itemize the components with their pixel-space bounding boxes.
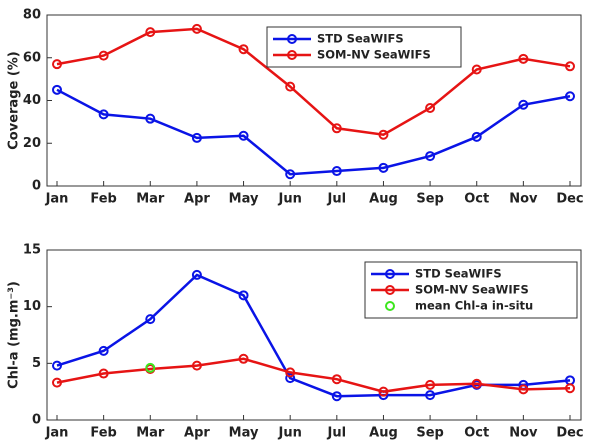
data-point xyxy=(425,151,436,162)
data-point xyxy=(98,368,109,379)
data-point xyxy=(191,132,202,143)
data-point xyxy=(191,23,202,34)
legend-marker xyxy=(385,269,395,279)
data-point xyxy=(238,353,249,364)
x-tick-label: Jul xyxy=(327,426,347,441)
data-point xyxy=(518,53,529,64)
data-point xyxy=(52,377,62,388)
data-point xyxy=(378,386,389,397)
x-tick-label: Sep xyxy=(416,192,444,207)
data-point xyxy=(98,50,109,61)
x-tick-label: Dec xyxy=(556,426,583,441)
data-point xyxy=(518,384,529,395)
x-tick-label: Jun xyxy=(278,426,302,441)
data-point xyxy=(285,81,296,92)
data-point xyxy=(145,113,156,124)
legend-label: SOM-NV SeaWIFS xyxy=(317,48,431,62)
y-tick-label: 0 xyxy=(32,413,41,428)
subplot: 0 20 40 60 80 Jan Feb Mar Apr May Jun Jul Aug Sep Oct N… xyxy=(7,8,584,207)
data-point xyxy=(378,162,389,173)
legend-marker xyxy=(287,50,297,60)
data-point xyxy=(331,374,342,385)
x-tick-label: Feb xyxy=(90,426,116,441)
plot-frame xyxy=(46,249,582,421)
data-point xyxy=(471,64,482,75)
data-point xyxy=(52,360,62,371)
y-tick-label: 40 xyxy=(23,93,41,108)
x-tick-label: Dec xyxy=(556,192,583,207)
subplot: 0 5 10 15 Jan Feb Mar Apr May Jun Jul Aug Sep Oct Nov D… xyxy=(7,243,584,441)
data-point xyxy=(331,391,342,402)
data-point xyxy=(191,360,202,371)
data-point xyxy=(191,269,202,280)
data-point xyxy=(285,373,296,384)
legend: STD SeaWIFS SOM-NV SeaWIFS mean Chl-a in-s… xyxy=(364,261,578,319)
x-tick-label: Oct xyxy=(464,426,489,441)
data-point xyxy=(52,59,62,70)
data-point xyxy=(331,123,342,134)
x-tick-label: Jan xyxy=(45,192,69,207)
data-point xyxy=(145,27,156,38)
data-point xyxy=(378,129,389,140)
x-tick-label: Jun xyxy=(278,192,302,207)
y-tick-label: 0 xyxy=(32,179,41,194)
legend-marker xyxy=(385,301,395,311)
x-tick-label: Mar xyxy=(136,426,165,441)
data-point xyxy=(145,362,156,373)
x-tick-label: Nov xyxy=(509,192,538,207)
data-point xyxy=(565,61,575,72)
data-point xyxy=(238,44,249,55)
data-point xyxy=(285,169,296,180)
legend-label: STD SeaWIFS xyxy=(415,267,502,281)
x-tick-label: May xyxy=(229,192,259,207)
data-point xyxy=(145,314,156,325)
data-point xyxy=(471,131,482,142)
x-tick-label: Feb xyxy=(90,192,116,207)
data-point xyxy=(285,367,296,378)
series-line xyxy=(56,357,571,393)
series-line xyxy=(56,88,571,176)
y-tick-label: 15 xyxy=(23,243,41,258)
x-tick-label: Jan xyxy=(45,426,69,441)
data-point xyxy=(98,345,109,356)
data-point xyxy=(565,383,575,394)
x-tick-label: May xyxy=(229,426,259,441)
legend-label: STD SeaWIFS xyxy=(317,32,404,46)
legend-label: SOM-NV SeaWIFS xyxy=(415,283,529,297)
legend-label: mean Chl-a in-situ xyxy=(415,299,533,313)
y-tick-label: 60 xyxy=(23,50,41,65)
x-tick-label: Oct xyxy=(464,192,489,207)
y-tick-label: 5 xyxy=(32,356,41,371)
x-tick-label: Mar xyxy=(136,192,165,207)
data-point xyxy=(425,102,436,113)
x-tick-label: Aug xyxy=(369,426,398,441)
legend-marker xyxy=(287,34,297,44)
data-point xyxy=(565,91,575,102)
y-tick-label: 20 xyxy=(23,136,41,151)
x-tick-label: Jul xyxy=(327,192,347,207)
y-axis-label: Coverage (%) xyxy=(7,51,22,150)
data-point xyxy=(518,99,529,110)
data-point xyxy=(425,390,436,401)
x-tick-label: Apr xyxy=(184,426,210,441)
data-point xyxy=(98,109,109,120)
x-tick-label: Sep xyxy=(416,426,444,441)
data-point xyxy=(425,379,436,390)
data-point xyxy=(331,166,342,177)
y-tick-label: 80 xyxy=(23,8,41,23)
y-tick-label: 10 xyxy=(23,299,41,314)
x-tick-label: Nov xyxy=(509,426,538,441)
legend-box xyxy=(266,26,462,68)
legend: STD SeaWIFS SOM-NV SeaWIFS xyxy=(266,26,462,68)
y-axis-label: Chl-a (mg.m⁻³) xyxy=(7,281,22,389)
legend-marker xyxy=(385,285,395,295)
data-point xyxy=(52,84,62,95)
data-point xyxy=(238,130,249,141)
x-tick-label: Apr xyxy=(184,192,210,207)
data-point xyxy=(471,378,482,389)
data-point xyxy=(238,290,249,301)
x-tick-label: Aug xyxy=(369,192,398,207)
series-line xyxy=(56,27,571,136)
